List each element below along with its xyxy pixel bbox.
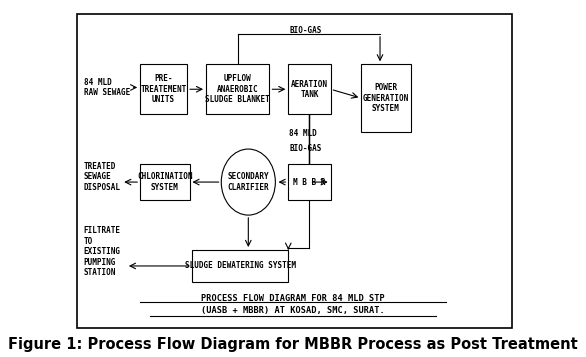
FancyBboxPatch shape — [288, 64, 331, 114]
Text: FILTRATE
TO
EXISTING
PUMPING
STATION: FILTRATE TO EXISTING PUMPING STATION — [84, 226, 121, 277]
Text: SECONDARY
CLARIFIER: SECONDARY CLARIFIER — [227, 172, 269, 192]
FancyBboxPatch shape — [140, 164, 189, 200]
FancyBboxPatch shape — [192, 250, 288, 282]
Text: SLUDGE DEWATERING SYSTEM: SLUDGE DEWATERING SYSTEM — [185, 261, 295, 271]
FancyBboxPatch shape — [361, 64, 411, 132]
FancyBboxPatch shape — [288, 164, 331, 200]
Text: 84 MLD
RAW SEWAGE: 84 MLD RAW SEWAGE — [84, 78, 130, 97]
Text: TREATED
SEWAGE
DISPOSAL: TREATED SEWAGE DISPOSAL — [84, 162, 121, 192]
Text: BIO-GAS: BIO-GAS — [289, 144, 322, 153]
Text: POWER
GENERATION
SYSTEM: POWER GENERATION SYSTEM — [363, 83, 409, 113]
FancyBboxPatch shape — [140, 64, 187, 114]
Text: AERATION
TANK: AERATION TANK — [291, 80, 328, 99]
Text: 84 MLD: 84 MLD — [289, 129, 317, 139]
Text: PROCESS FLOW DIAGRAM FOR 84 MLD STP: PROCESS FLOW DIAGRAM FOR 84 MLD STP — [201, 293, 385, 303]
FancyBboxPatch shape — [206, 64, 270, 114]
FancyBboxPatch shape — [77, 14, 512, 328]
Text: UPFLOW
ANAEROBIC
SLUDGE BLANKET: UPFLOW ANAEROBIC SLUDGE BLANKET — [205, 74, 270, 104]
Text: PRE-
TREATEMENT
UNITS: PRE- TREATEMENT UNITS — [141, 74, 187, 104]
Text: Figure 1: Process Flow Diagram for MBBR Process as Post Treatment: Figure 1: Process Flow Diagram for MBBR … — [8, 337, 578, 352]
Ellipse shape — [222, 149, 275, 215]
Text: M B B R: M B B R — [293, 177, 326, 187]
Text: CHLORINATION
SYSTEM: CHLORINATION SYSTEM — [137, 172, 193, 192]
Text: (UASB + MBBR) AT KOSAD, SMC, SURAT.: (UASB + MBBR) AT KOSAD, SMC, SURAT. — [201, 306, 385, 315]
Text: BIO-GAS: BIO-GAS — [289, 26, 322, 35]
